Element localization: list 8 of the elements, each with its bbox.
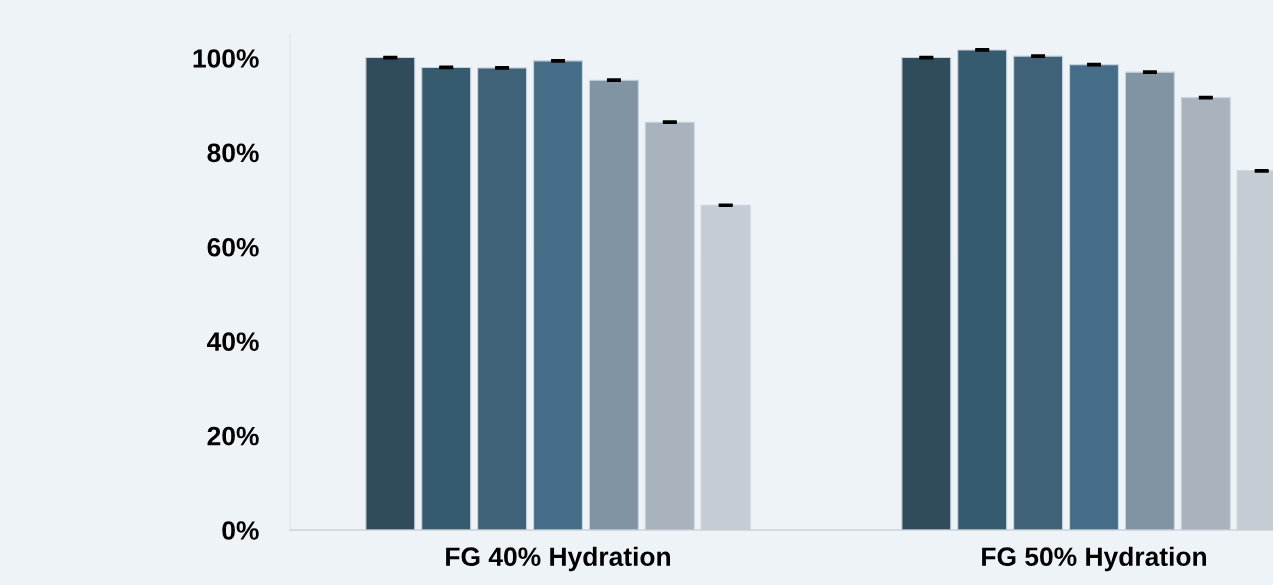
x-tick-label: FG 50% Hydration bbox=[982, 546, 1207, 572]
y-tick-label: 20% bbox=[207, 426, 259, 446]
y-tick-label: 40% bbox=[207, 332, 259, 352]
y-tick-label: 0% bbox=[222, 521, 259, 540]
y-tick-label: 60% bbox=[207, 237, 259, 257]
x-tick-label: FG 40% Hydration bbox=[446, 546, 671, 572]
y-tick-label: 100% bbox=[193, 49, 259, 68]
y-tick-label: 80% bbox=[207, 143, 259, 163]
